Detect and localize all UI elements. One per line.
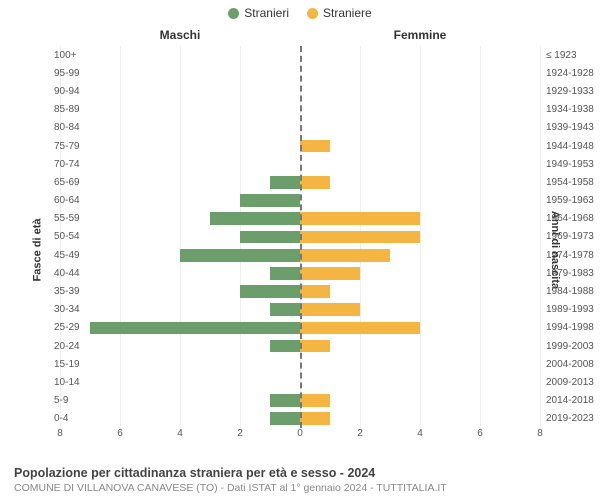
x-tick-label: 2	[237, 428, 243, 439]
x-tick-label: 8	[537, 428, 543, 439]
male-half	[60, 301, 300, 319]
male-half	[60, 46, 300, 64]
x-axis: 8 6 4 2 0 2 4 6 8	[60, 428, 540, 444]
center-divider	[300, 46, 302, 428]
female-half	[300, 282, 540, 300]
panel-labels: Maschi Femmine	[60, 28, 540, 42]
male-bar	[210, 212, 300, 225]
x-tick-label: 6	[117, 428, 123, 439]
female-half	[300, 155, 540, 173]
male-half	[60, 82, 300, 100]
chart-subtitle: COMUNE DI VILLANOVA CANAVESE (TO) - Dati…	[14, 482, 586, 494]
male-bar	[270, 267, 300, 280]
male-bar	[180, 249, 300, 262]
male-bar	[270, 303, 300, 316]
male-half	[60, 119, 300, 137]
male-half	[60, 210, 300, 228]
y-axis-label-left: Fasce di età	[31, 219, 43, 282]
female-bar	[300, 322, 420, 335]
male-half	[60, 228, 300, 246]
male-half	[60, 355, 300, 373]
female-bar	[300, 249, 390, 262]
x-tick-label: 4	[177, 428, 183, 439]
male-half	[60, 192, 300, 210]
legend-item-female: Straniere	[307, 6, 372, 20]
x-tick-label: 0	[297, 428, 303, 439]
female-half	[300, 64, 540, 82]
male-half	[60, 319, 300, 337]
male-half	[60, 282, 300, 300]
female-bar	[300, 285, 330, 298]
legend-label-female: Straniere	[323, 6, 372, 20]
panel-title-female: Femmine	[300, 28, 540, 42]
male-bar	[270, 394, 300, 407]
chart-titles: Popolazione per cittadinanza straniera p…	[14, 466, 586, 494]
female-bar	[300, 176, 330, 189]
male-half	[60, 337, 300, 355]
female-bar	[300, 231, 420, 244]
female-half	[300, 264, 540, 282]
female-half	[300, 210, 540, 228]
female-half	[300, 319, 540, 337]
legend: Stranieri Straniere	[0, 0, 600, 22]
gridline	[540, 46, 541, 428]
male-bar	[240, 194, 300, 207]
female-half	[300, 101, 540, 119]
chart-area: 100+≤ 192395-991924-192890-941929-193385…	[60, 46, 540, 428]
female-half	[300, 410, 540, 428]
male-half	[60, 373, 300, 391]
female-half	[300, 246, 540, 264]
male-half	[60, 137, 300, 155]
female-half	[300, 301, 540, 319]
male-half	[60, 410, 300, 428]
female-half	[300, 173, 540, 191]
legend-swatch-female	[307, 8, 318, 19]
female-bar	[300, 394, 330, 407]
female-half	[300, 82, 540, 100]
female-bar	[300, 340, 330, 353]
female-half	[300, 337, 540, 355]
legend-label-male: Stranieri	[244, 6, 289, 20]
female-half	[300, 373, 540, 391]
female-half	[300, 46, 540, 64]
female-bar	[300, 212, 420, 225]
x-tick-label: 2	[357, 428, 363, 439]
female-half	[300, 355, 540, 373]
male-half	[60, 155, 300, 173]
male-half	[60, 64, 300, 82]
female-half	[300, 228, 540, 246]
male-bar	[90, 322, 300, 335]
female-bar	[300, 412, 330, 425]
x-tick-label: 8	[57, 428, 63, 439]
male-half	[60, 246, 300, 264]
male-bar	[240, 285, 300, 298]
male-bar	[270, 176, 300, 189]
male-bar	[270, 340, 300, 353]
female-bar	[300, 303, 360, 316]
male-bar	[270, 412, 300, 425]
panel-title-male: Maschi	[60, 28, 300, 42]
male-bar	[240, 231, 300, 244]
x-tick-label: 4	[417, 428, 423, 439]
male-half	[60, 392, 300, 410]
legend-swatch-male	[228, 8, 239, 19]
legend-item-male: Stranieri	[228, 6, 289, 20]
male-half	[60, 173, 300, 191]
female-half	[300, 392, 540, 410]
chart-title: Popolazione per cittadinanza straniera p…	[14, 466, 586, 480]
male-half	[60, 101, 300, 119]
female-half	[300, 119, 540, 137]
x-tick-label: 6	[477, 428, 483, 439]
female-half	[300, 192, 540, 210]
female-bar	[300, 140, 330, 153]
female-half	[300, 137, 540, 155]
female-bar	[300, 267, 360, 280]
male-half	[60, 264, 300, 282]
